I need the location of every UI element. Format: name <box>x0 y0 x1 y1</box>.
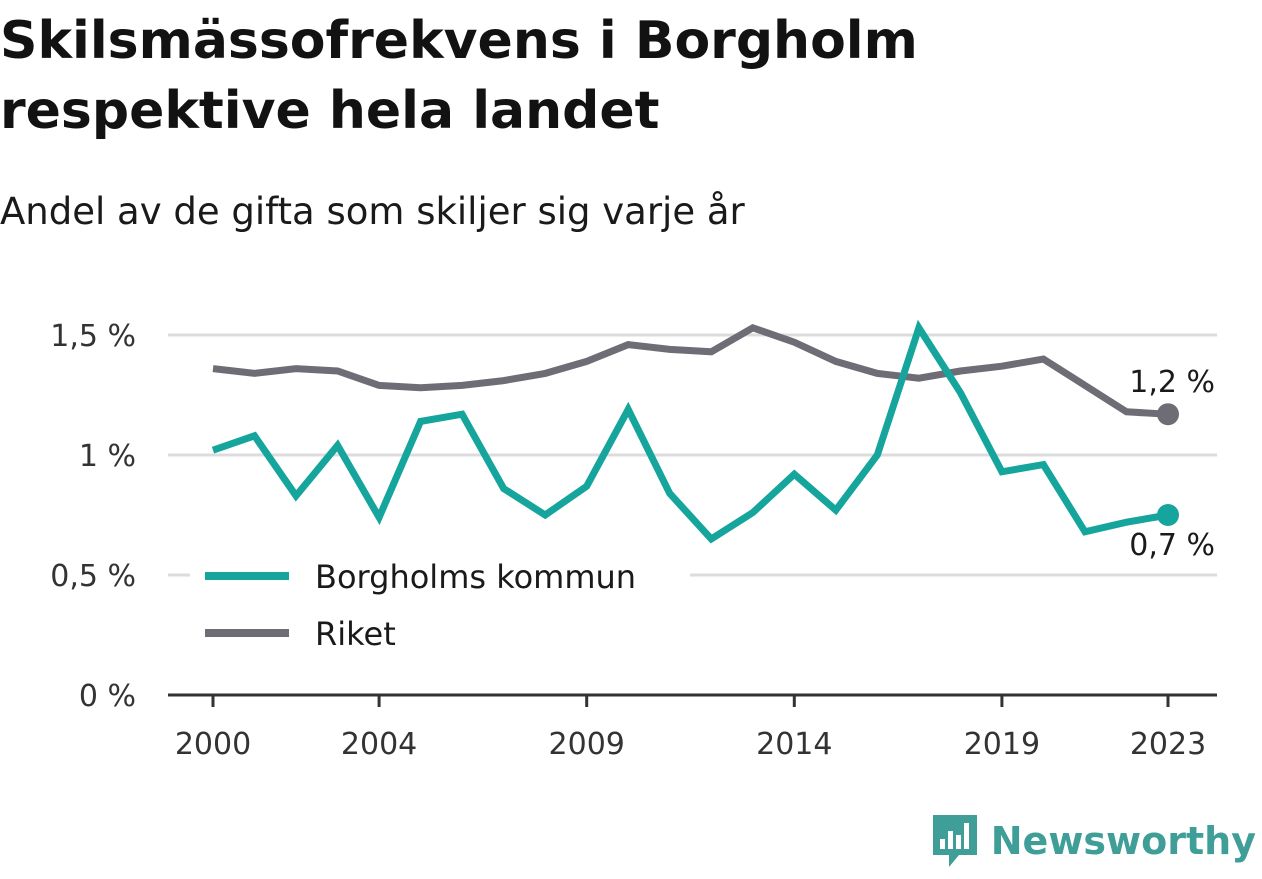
end-value-label: 1,2 % <box>1129 365 1215 400</box>
end-labels: 0,7 % 1,2 % <box>1129 365 1215 563</box>
legend-label: Riket <box>315 615 396 653</box>
x-tick-label: 2023 <box>1130 727 1206 762</box>
end-point-marker <box>1157 403 1179 426</box>
x-tick-label: 2019 <box>964 727 1040 762</box>
x-tick-label: 2009 <box>549 727 625 762</box>
legend-background <box>190 548 690 668</box>
brand-name: Newsworthy <box>990 819 1256 863</box>
series-line <box>211 319 1169 544</box>
x-axis: 2000 2004 2009 2014 2019 2023 <box>168 693 1217 762</box>
legend: Borgholms kommun Riket <box>190 548 690 668</box>
series-line <box>212 323 1169 418</box>
y-axis-ticks: 0 % 0,5 % 1 % 1,5 % <box>50 319 136 714</box>
y-tick-label: 1 % <box>79 439 136 474</box>
chart-subtitle: Andel av de gifta som skiljer sig varje … <box>0 190 745 233</box>
bar-chart-speech-bubble-icon <box>932 815 977 867</box>
y-tick-label: 1,5 % <box>50 319 136 354</box>
end-point-marker <box>1157 504 1179 526</box>
x-tick-label: 2000 <box>175 727 251 762</box>
end-value-label: 0,7 % <box>1129 528 1215 563</box>
x-tick-label: 2004 <box>341 727 417 762</box>
series-lines <box>211 319 1179 544</box>
legend-label: Borgholms kommun <box>315 558 636 596</box>
y-tick-label: 0,5 % <box>50 559 136 594</box>
x-tick-label: 2014 <box>756 727 832 762</box>
newsworthy-logo: Newsworthy <box>929 811 1256 871</box>
y-tick-label: 0 % <box>79 679 136 714</box>
chart-title: Skilsmässofrekvens i Borgholm respektive… <box>0 11 918 141</box>
